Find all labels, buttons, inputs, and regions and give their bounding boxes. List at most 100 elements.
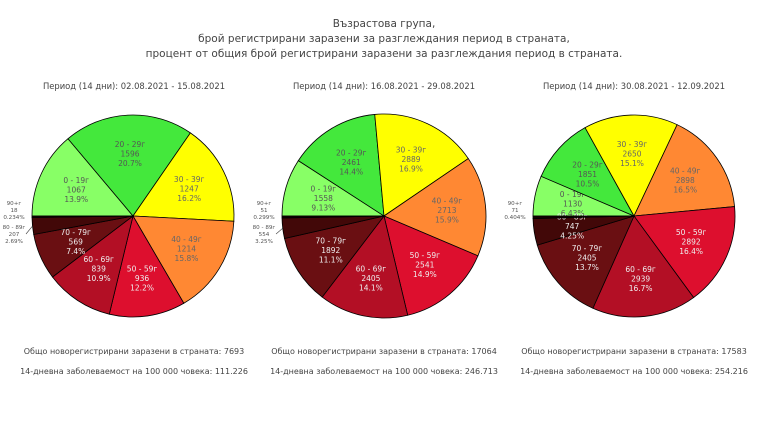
slice-label-text: 12.2% [130,283,154,292]
pie-slice-20-29-[interactable] [297,113,385,217]
slice-label-text: 60 - 69г [83,255,114,264]
pie-slice-50-59-[interactable] [108,214,185,318]
pie-slice-30-39-[interactable] [374,113,469,217]
slice-label-text: 4.25% [560,231,584,240]
pie-1-total: Общо новорегистрирани заразени в странат… [23,347,245,356]
slice-label-text: 2.69% [5,239,23,245]
pie-slice-60-69-[interactable] [321,215,409,319]
slice-label-text: 20 - 29г [336,148,367,157]
slice-label-text: 1558 [314,194,333,203]
slice-label-text: 2889 [401,155,420,164]
pie-2-period-title: Период (14 дни): 16.08.2021 - 29.08.2021 [292,81,476,91]
pie-slice-90+-[interactable] [31,215,134,218]
slice-label-text: 18 [10,208,18,214]
slice-label-text: 70 - 79г [60,228,91,237]
slice-label-text: 1214 [177,245,196,254]
slice-label-text: 15.8% [175,254,199,263]
pie-slice-20-29-[interactable] [67,114,191,217]
pie-1-period-title: Период (14 дни): 02.08.2021 - 15.08.2021 [42,81,226,91]
slice-label-text: 2939 [631,274,650,283]
pie-slice-60-69-[interactable] [592,215,695,318]
pie-slice-30-39-[interactable] [584,114,678,217]
slice-label-text: 13.9% [64,195,88,204]
pie-slice-90+-[interactable] [532,215,635,219]
slice-label-text: 16.5% [673,186,697,195]
pie-slice-30-39-[interactable] [132,132,235,222]
slice-label-text: 1247 [180,184,199,193]
pie-slice-70-79-[interactable] [284,215,385,298]
slice-label-text: 50 - 59г [676,228,707,237]
pie-slice-70-79-[interactable] [536,215,635,309]
slice-label-text: 0 - 19г [310,185,336,194]
slice-label-text: 30 - 39г [617,140,648,149]
slice-label-text: 11.1% [319,256,343,265]
slice-label-text: 839 [92,264,107,273]
slice-label-text: 2405 [577,253,596,262]
slice-label-text: 40 - 49г [432,196,463,205]
pie-slice-50-59-[interactable] [633,206,736,299]
slice-label-text: 2713 [437,206,456,215]
slice-label-text: 6.43% [561,209,585,218]
pie-slice-60-69-[interactable] [51,215,134,315]
slice-label-text: 0 - 19г [560,190,586,199]
pie-slice-50-59-[interactable] [383,215,479,316]
slice-label-text: 1067 [67,186,86,195]
slice-label-text: 2898 [676,176,695,185]
pie-2-total: Общо новорегистрирани заразени в странат… [271,347,497,356]
title-line-3: процент от общия брой регистрирани зараз… [145,48,623,60]
pie-slice-40-49-[interactable] [633,124,735,217]
slice-label-text: 70 - 79г [572,244,603,253]
title-line-1: Възрастова група, [332,18,436,30]
pie-slice-40-49-[interactable] [132,215,235,304]
pie-slice-90+-[interactable] [281,215,385,219]
slice-label-text: 3.25% [255,239,273,245]
slice-label-text: 71 [511,208,519,214]
slice-label-text: 20 - 29г [572,161,603,170]
slice-label-text: 60 - 69г [356,264,387,273]
slice-label-text: 9.13% [311,204,335,213]
leader-line [275,228,283,235]
slice-label-text: 2405 [361,274,380,283]
slice-label-text: 936 [135,274,150,283]
pie-slice-0-19-[interactable] [31,138,134,217]
slice-label-text: 90+г [7,201,22,207]
slice-label-text: 30 - 39г [174,175,205,184]
pie-slice-40-49-[interactable] [383,158,487,257]
slice-label-text: 50 - 59г [127,264,158,273]
slice-label-text: 0.234% [3,215,24,221]
slice-label-text: 554 [259,232,270,238]
leader-line [25,225,33,235]
slice-label-text: 0 - 19г [63,176,89,185]
slice-label-text: 1596 [120,149,139,158]
slice-label-text: 15.9% [435,215,459,224]
slice-label-text: 1130 [563,199,582,208]
slice-label-text: 60 - 69г [625,265,656,274]
slice-label-text: 0.404% [504,215,525,221]
slice-label-text: 16.7% [629,284,653,293]
pie-2-incidence: 14-дневна заболеваемост на 100 000 човек… [270,367,498,376]
